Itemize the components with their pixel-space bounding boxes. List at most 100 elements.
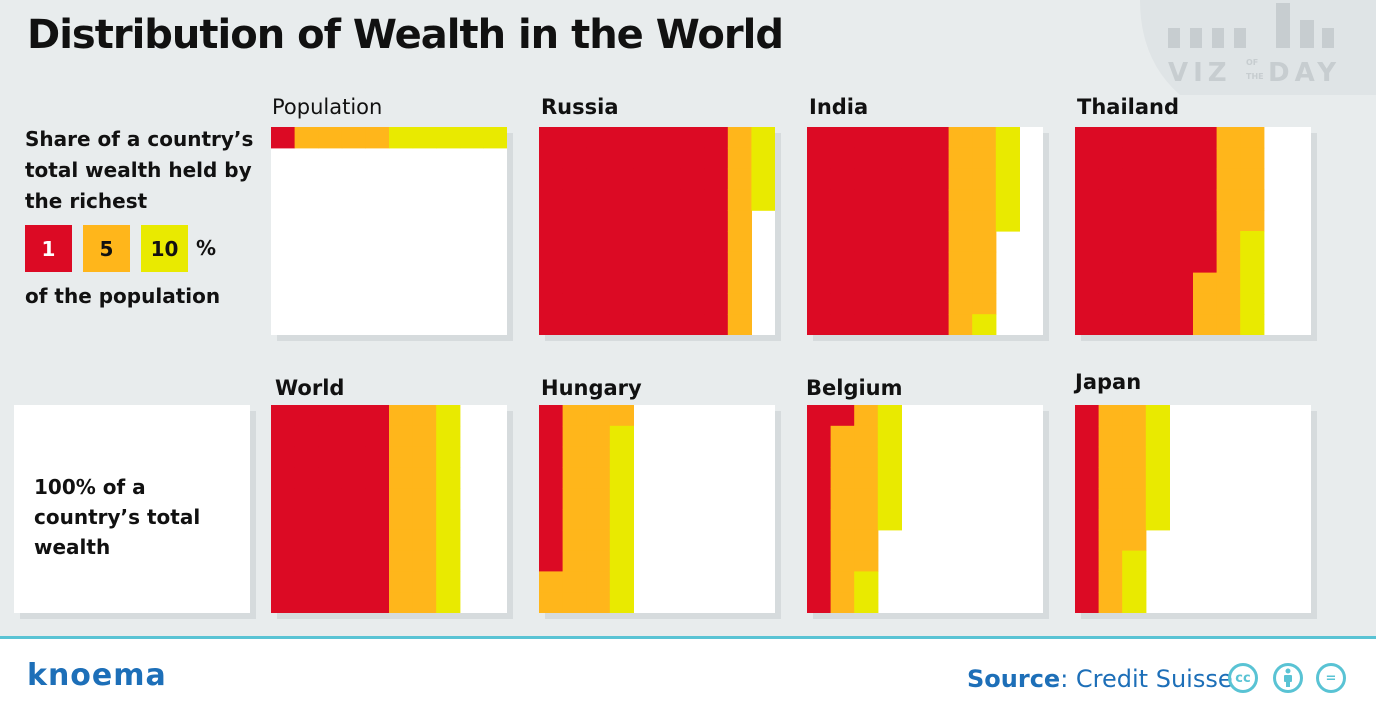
- waffle-cell-top5: [972, 231, 997, 253]
- waffle-cell-top1: [1075, 251, 1100, 274]
- waffle-cell-top5: [562, 467, 587, 489]
- waffle-cell-top1: [365, 467, 390, 489]
- waffle-cell-top5: [972, 147, 997, 170]
- waffle-cell-top1: [830, 231, 855, 253]
- waffle-cell-top1: [1122, 168, 1147, 190]
- waffle-cell-top1: [854, 147, 879, 170]
- waffle-cell-top5: [948, 272, 973, 294]
- waffle-cell-top5: [1216, 127, 1241, 149]
- waffle-cell-top1: [1122, 147, 1147, 170]
- waffle-cell-top10: [412, 127, 437, 149]
- waffle-cell-top5: [1216, 314, 1241, 335]
- waffle-cell-top1: [562, 231, 587, 253]
- waffle-cell-top1: [539, 550, 564, 572]
- waffle-cell-top1: [271, 592, 296, 613]
- waffle-cell-top1: [1075, 293, 1100, 315]
- waffle-cell-top1: [539, 529, 564, 552]
- waffle-cell-top1: [1098, 251, 1123, 274]
- waffle-cell-top1: [830, 210, 855, 232]
- waffle-cell-top1: [562, 272, 587, 294]
- waffle-cell-top1: [830, 251, 855, 274]
- waffle-cell-top5: [365, 127, 390, 149]
- waffle-cell-top1: [925, 189, 950, 211]
- waffle-cell-top5: [830, 529, 855, 552]
- waffle-cell-top1: [562, 168, 587, 190]
- waffle-cell-top10: [436, 529, 461, 552]
- waffle-cell-top5: [727, 251, 752, 274]
- waffle-cell-top1: [1169, 293, 1194, 315]
- waffle-cell-top10: [1145, 425, 1170, 448]
- waffle-cell-top1: [1075, 592, 1100, 613]
- waffle-cell-top10: [1240, 231, 1265, 253]
- waffle-cell-top1: [1075, 550, 1100, 572]
- waffle-cell-top1: [1169, 168, 1194, 190]
- waffle-cell-top1: [562, 210, 587, 232]
- waffle-cell-top1: [680, 272, 705, 294]
- waffle-cell-top5: [609, 405, 634, 427]
- waffle-cell-top5: [318, 127, 343, 149]
- waffle-cell-top5: [948, 168, 973, 190]
- knoema-logo[interactable]: knoema: [27, 658, 167, 693]
- waffle-cell-top1: [539, 272, 564, 294]
- waffle-cell-top1: [854, 127, 879, 149]
- waffle-cell-top1: [609, 251, 634, 274]
- waffle-cell-top1: [365, 488, 390, 510]
- waffle-cell-top1: [586, 189, 611, 211]
- waffle-cell-top1: [609, 314, 634, 335]
- waffle-cell-top1: [1075, 467, 1100, 489]
- waffle-cell-top1: [1193, 231, 1218, 253]
- waffle-cell-top1: [1122, 189, 1147, 211]
- waffle-cell-top5: [948, 189, 973, 211]
- waffle-cell-top10: [995, 210, 1020, 232]
- waffle-cell-top10: [1122, 571, 1147, 593]
- waffle-cell-top1: [854, 210, 879, 232]
- waffle-cell-top1: [1145, 314, 1170, 335]
- waffle-cell-top1: [1122, 314, 1147, 335]
- waffle-cell-top10: [436, 550, 461, 572]
- waffle-cell-top5: [854, 529, 879, 552]
- waffle-cell-top5: [854, 467, 879, 489]
- waffle-cell-top5: [539, 592, 564, 613]
- waffle-cell-top1: [365, 571, 390, 593]
- waffle-cell-top5: [412, 425, 437, 448]
- waffle-cell-top10: [1145, 509, 1170, 531]
- waffle-cell-top1: [901, 251, 926, 274]
- waffle-cell-top10: [751, 168, 775, 190]
- waffle-cell-top5: [1240, 147, 1265, 170]
- waffle-cell-top5: [412, 592, 437, 613]
- waffle-cell-top1: [901, 293, 926, 315]
- waffle-cell-top10: [751, 189, 775, 211]
- waffle-cell-top1: [1169, 127, 1194, 149]
- waffle-cell-top5: [1122, 509, 1147, 531]
- waffle-cell-top1: [539, 251, 564, 274]
- waffle-cell-top5: [1216, 251, 1241, 274]
- waffle-cell-top10: [436, 467, 461, 489]
- waffle-cell-top1: [318, 509, 343, 531]
- waffle-cell-top1: [294, 446, 319, 468]
- waffle-cell-top5: [562, 425, 587, 448]
- waffle-cell-top5: [948, 251, 973, 274]
- waffle-cell-top1: [877, 293, 902, 315]
- waffle-cell-top1: [1122, 127, 1147, 149]
- waffle-cell-top5: [586, 405, 611, 427]
- source-label: Source: [967, 665, 1061, 693]
- waffle-cell-top5: [727, 293, 752, 315]
- waffle-cell-top1: [680, 168, 705, 190]
- waffle-cell-top1: [1122, 293, 1147, 315]
- waffle-cell-top1: [704, 147, 729, 170]
- waffle-cell-top1: [318, 571, 343, 593]
- waffle-cell-top1: [633, 168, 658, 190]
- waffle-cell-top10: [854, 592, 879, 613]
- waffle-cell-top1: [830, 314, 855, 335]
- waffle-cell-top1: [807, 529, 832, 552]
- waffle-cell-top1: [1075, 231, 1100, 253]
- panel-label-belgium: Belgium: [806, 376, 903, 400]
- waffle-cell-top1: [854, 189, 879, 211]
- waffle-cell-top1: [925, 251, 950, 274]
- waffle-cell-top1: [680, 251, 705, 274]
- waffle-cell-top5: [1098, 488, 1123, 510]
- waffle-cell-top1: [271, 446, 296, 468]
- waffle-cell-top1: [925, 127, 950, 149]
- waffle-cell-top5: [1122, 425, 1147, 448]
- waffle-cell-top5: [412, 446, 437, 468]
